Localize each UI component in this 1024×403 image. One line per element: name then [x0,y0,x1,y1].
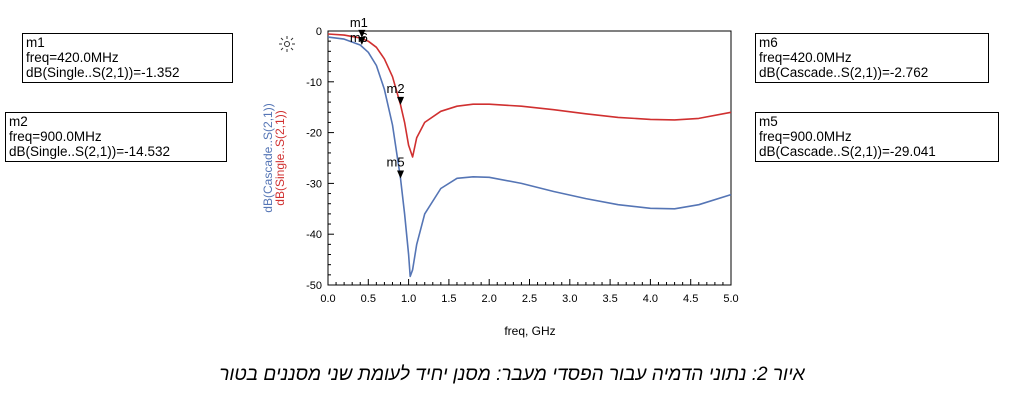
y-tick-label: 0 [316,26,322,38]
marker-label-m2: m2 [387,81,405,96]
y-tick-label: -50 [306,280,322,292]
x-tick-label: 0.0 [320,293,335,305]
marker-box-m2: m2 freq=900.0MHz dB(Single..S(2,1))=-14.… [5,112,227,162]
caption-text: איור 2: נתוני הדמיה עבור הפסדי מעבר: מסנ… [219,364,805,385]
chart-axes: 0.0 0.5 1.0 1.5 2.0 2.5 3.0 3.5 4.0 4.5 5.0 0 -10 -20… [306,26,739,305]
marker-label-m1: m1 [350,15,368,30]
x-tick-label: 1.0 [401,293,416,305]
marker-label-m6: m6 [350,30,368,45]
series-line-single [327,33,732,158]
marker-label-m5: m5 [387,155,405,170]
y-axis-label-cascade: dB(Cascade..S(2,1)) [261,103,275,212]
marker-triangle-m2 [397,96,405,105]
marker-triangle-m5 [397,170,405,179]
x-tick-label: 5.0 [723,293,738,305]
figure-caption: איור 2: נתוני הדמיה עבור הפסדי מעבר: מסנ… [0,364,1024,386]
marker-name: m5 [759,114,778,129]
x-tick-label: 3.5 [602,293,617,305]
marker-name: m1 [26,35,45,50]
marker-value: dB(Cascade..S(2,1))=-29.041 [759,144,936,159]
y-tick-label: -40 [306,229,322,241]
marker-name: m2 [9,114,28,129]
x-axis-label: freq, GHz [504,324,555,338]
marker-freq: freq=420.0MHz [759,50,852,65]
marker-value: dB(Cascade..S(2,1))=-2.762 [759,65,929,80]
x-tick-label: 2.0 [482,293,497,305]
marker-triangle-m6 [358,37,366,46]
marker-box-m1: m1 freq=420.0MHz dB(Single..S(2,1))=-1.3… [22,33,233,83]
s21-chart: 0.0 0.5 1.0 1.5 2.0 2.5 3.0 3.5 4.0 4.5 5.0 0 -10 -20… [261,15,739,338]
x-tick-label: 1.5 [441,293,456,305]
y-axis-label-single: dB(Single..S(2,1)) [273,110,287,205]
marker-freq: freq=900.0MHz [759,129,852,144]
marker-box-m5: m5 freq=900.0MHz dB(Cascade..S(2,1))=-29… [755,112,999,162]
x-tick-label: 4.0 [643,293,658,305]
marker-freq: freq=900.0MHz [9,129,102,144]
sun-icon [279,36,295,52]
y-tick-label: -30 [306,178,322,190]
marker-triangle-m1 [358,29,366,38]
marker-box-m6: m6 freq=420.0MHz dB(Cascade..S(2,1))=-2.… [755,33,989,83]
x-tick-label: 2.5 [522,293,537,305]
x-tick-label: 4.5 [683,293,698,305]
marker-value: dB(Single..S(2,1))=-14.532 [9,144,170,159]
marker-value: dB(Single..S(2,1))=-1.352 [26,65,180,80]
marker-freq: freq=420.0MHz [26,50,119,65]
marker-name: m6 [759,35,778,50]
y-tick-label: -20 [306,128,322,140]
chart-series [327,33,732,278]
x-tick-label: 0.5 [361,293,376,305]
y-tick-label: -10 [306,77,322,89]
x-tick-label: 3.0 [562,293,577,305]
series-line-cascade [327,36,732,278]
